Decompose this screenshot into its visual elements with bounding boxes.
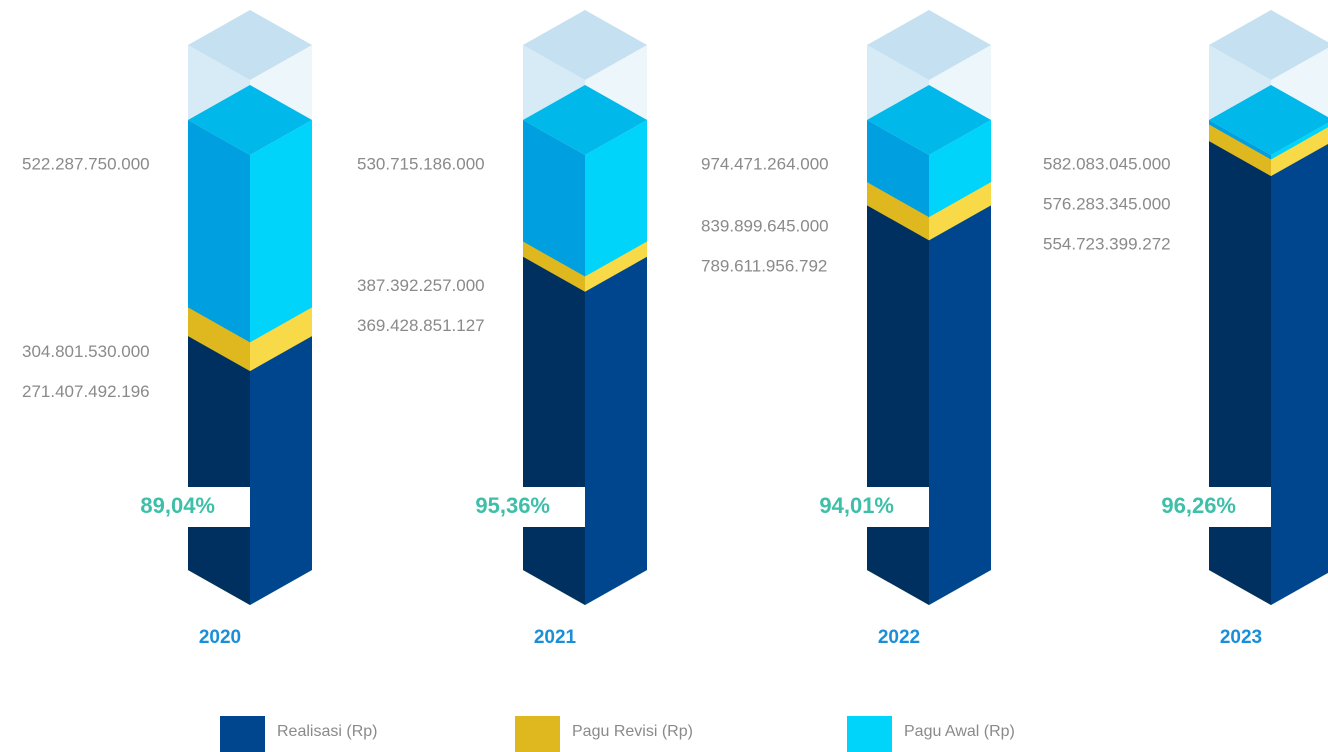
column-segment [188,336,312,605]
year-label: 2020 [199,627,241,648]
right-face [585,256,647,605]
rate-box [460,487,585,527]
left-face [523,256,585,605]
top-face [1209,85,1328,155]
column-segment [1209,141,1328,605]
legend-swatch [847,716,892,752]
year-label: 2022 [878,627,920,648]
rate-label: 95,36% [475,493,550,518]
right-face [1271,143,1328,605]
top-face [523,85,647,155]
legend-label: Realisasi (Rp) [277,723,377,740]
legend-swatch [515,716,560,752]
top-face [867,85,991,155]
top-face [1209,10,1328,80]
legend-label: Pagu Revisi (Rp) [572,723,693,740]
value-label: 789.611.956.792 [701,257,827,276]
legend-label: Pagu Awal (Rp) [904,723,1015,740]
year-label: 2023 [1220,627,1262,648]
value-label: 582.083.045.000 [1043,154,1171,173]
value-label: 369.428.851.127 [357,316,485,335]
top-face [523,10,647,80]
left-face [1209,141,1271,605]
value-label: 576.283.345.000 [1043,194,1171,213]
column-segment [523,256,647,605]
value-label: 304.801.530.000 [22,342,150,361]
value-label: 271.407.492.196 [22,382,150,401]
rate-box [125,487,250,527]
value-label: 554.723.399.272 [1043,234,1171,253]
rate-box [804,487,929,527]
value-label: 974.471.264.000 [701,154,829,173]
right-face [250,336,312,605]
value-label: 839.899.645.000 [701,217,829,236]
left-face [188,336,250,605]
top-face [188,85,312,155]
rate-label: 89,04% [140,493,215,518]
rate-box [1146,487,1271,527]
column-segment [867,205,991,605]
top-face [867,10,991,80]
top-face [188,10,312,80]
value-label: 522.287.750.000 [22,154,150,173]
rate-label: 96,26% [1161,493,1236,518]
left-face [867,205,929,605]
legend-swatch [220,716,265,752]
value-label: 530.715.186.000 [357,154,485,173]
rate-label: 94,01% [819,493,894,518]
value-label: 387.392.257.000 [357,276,485,295]
year-label: 2021 [534,627,577,648]
right-face [929,205,991,605]
